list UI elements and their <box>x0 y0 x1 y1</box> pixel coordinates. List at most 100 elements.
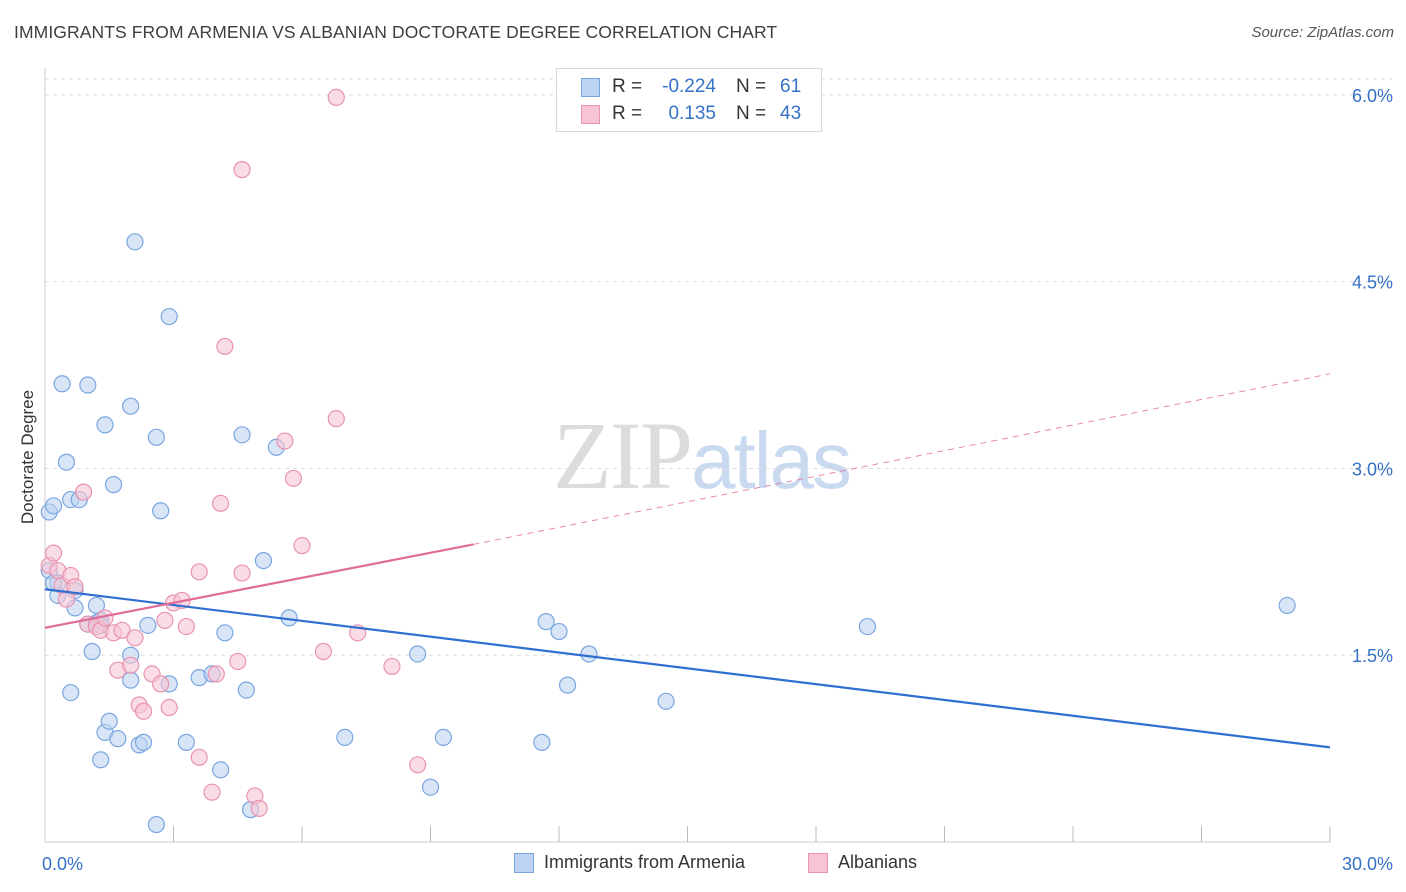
source-label: Source: ZipAtlas.com <box>1251 24 1394 41</box>
data-point-blue <box>92 751 110 769</box>
data-point-blue <box>57 453 76 471</box>
data-point-pink <box>293 537 311 555</box>
data-point-pink <box>113 621 131 639</box>
data-point-blue <box>212 761 230 779</box>
legend-swatch-pink <box>581 104 600 124</box>
data-point-blue <box>139 616 157 634</box>
legend-row-blue: R = -0.224 N = 61 <box>581 75 801 99</box>
legend-n-label: N = <box>736 103 767 124</box>
legend-n-value: 43 <box>780 103 802 124</box>
data-point-pink <box>409 756 427 774</box>
data-point-blue <box>44 497 63 515</box>
series-blue <box>40 233 1296 834</box>
data-point-pink <box>250 799 268 817</box>
data-point-blue <box>160 307 178 326</box>
data-point-pink <box>276 432 294 450</box>
data-point-blue <box>657 692 675 710</box>
x-tick-label-min: 0.0% <box>42 854 83 874</box>
data-point-blue <box>134 733 153 751</box>
data-point-blue <box>79 376 97 394</box>
data-point-pink <box>233 564 251 582</box>
data-point-pink <box>212 494 230 512</box>
data-point-pink <box>207 665 225 683</box>
data-point-blue <box>96 416 114 434</box>
y-tick-label: 6.0% <box>1352 86 1393 106</box>
data-point-blue <box>147 428 165 446</box>
data-point-pink <box>190 563 208 581</box>
x-tick-label-max: 30.0% <box>1342 854 1393 874</box>
data-point-pink <box>203 783 221 801</box>
watermark-atlas: atlas <box>691 416 852 505</box>
legend-n-value: 61 <box>780 76 802 97</box>
y-tick-label: 3.0% <box>1352 459 1393 479</box>
data-point-blue <box>254 551 273 570</box>
legend-r-value: -0.224 <box>662 76 716 97</box>
data-point-pink <box>74 483 93 501</box>
data-point-blue <box>537 613 555 631</box>
data-point-pink <box>284 469 303 488</box>
data-point-pink <box>44 544 63 562</box>
trend-line-pink <box>44 543 474 629</box>
data-point-blue <box>1278 596 1296 615</box>
data-point-pink <box>216 337 234 356</box>
data-point-pink <box>126 629 144 647</box>
data-point-blue <box>336 728 354 747</box>
data-point-blue <box>434 728 452 747</box>
bottom-legend-pink: Albanians <box>808 852 917 873</box>
data-point-pink <box>190 748 208 766</box>
trend-line-pink-dashed <box>473 373 1331 545</box>
data-point-blue <box>83 642 101 661</box>
watermark: ZIPatlas <box>553 400 852 511</box>
data-point-blue <box>233 426 251 444</box>
data-point-pink <box>327 410 345 428</box>
y-axis-label: Doctorate Degree <box>18 389 37 525</box>
data-point-blue <box>558 676 577 694</box>
data-point-blue <box>421 778 440 796</box>
data-point-blue <box>580 645 598 663</box>
data-point-pink <box>66 578 84 596</box>
legend-r-label: R = <box>612 76 643 97</box>
bottom-legend-swatch-pink <box>808 852 828 873</box>
trend-line-blue <box>44 588 1331 749</box>
legend-r-value: 0.135 <box>668 103 716 124</box>
data-point-pink <box>152 675 170 693</box>
data-point-pink <box>229 652 247 671</box>
data-point-blue <box>100 712 118 730</box>
data-point-pink <box>314 642 333 661</box>
data-point-blue <box>177 733 195 751</box>
data-point-blue <box>216 624 234 642</box>
data-point-blue <box>147 815 165 834</box>
data-point-blue <box>858 617 877 636</box>
data-point-pink <box>383 657 401 676</box>
data-point-blue <box>126 233 144 251</box>
legend-r-label: R = <box>612 103 643 124</box>
data-point-blue <box>237 681 255 699</box>
bottom-legend-swatch-blue <box>514 852 534 873</box>
legend-row-pink: R = 0.135 N = 43 <box>581 102 801 126</box>
y-tick-label: 4.5% <box>1352 273 1393 293</box>
data-point-pink <box>134 702 153 720</box>
bottom-legend-label-blue: Immigrants from Armenia <box>544 852 746 872</box>
data-point-blue <box>550 622 568 641</box>
data-point-blue <box>109 730 127 748</box>
data-point-pink <box>177 617 195 636</box>
data-point-blue <box>152 502 170 520</box>
data-point-blue <box>53 375 71 393</box>
data-point-pink <box>327 88 345 106</box>
data-point-blue <box>409 645 427 663</box>
stats-legend: R = -0.224 N = 61 R = 0.135 N = 43 <box>556 68 822 132</box>
data-point-blue <box>122 397 140 415</box>
legend-swatch-blue <box>581 77 600 97</box>
data-point-pink <box>160 698 178 717</box>
data-point-blue <box>62 683 80 702</box>
data-point-blue <box>533 733 551 751</box>
chart-title: IMMIGRANTS FROM ARMENIA VS ALBANIAN DOCT… <box>14 22 778 42</box>
bottom-legend-blue: Immigrants from Armenia <box>514 852 745 873</box>
bottom-legend-label-pink: Albanians <box>838 852 918 872</box>
series-pink <box>40 88 427 817</box>
data-point-blue <box>104 476 123 494</box>
data-point-pink <box>122 656 140 674</box>
data-point-pink <box>233 161 251 179</box>
data-point-pink <box>156 611 174 629</box>
